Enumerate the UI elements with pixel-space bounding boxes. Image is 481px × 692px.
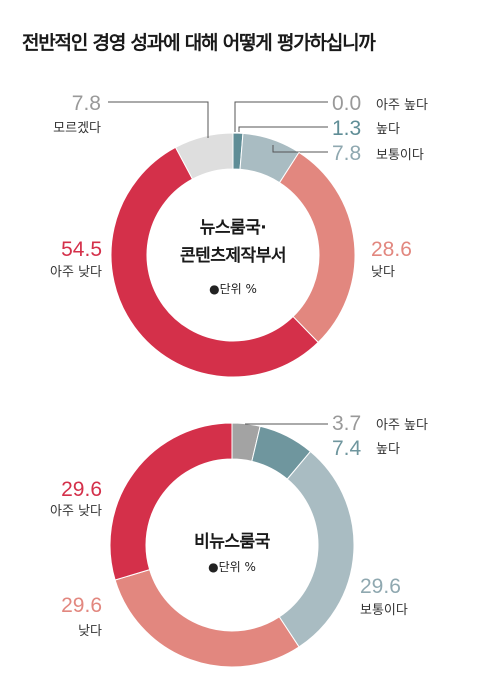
slice-value-label: 7.8	[72, 92, 101, 115]
donut-center-title: 비뉴스룸국	[194, 532, 271, 552]
donut-slice-6	[174, 132, 234, 180]
chart-title: 전반적인 경영 성과에 대해 어떻게 평가하십니까	[22, 32, 376, 54]
slice-value-label: 54.5	[61, 238, 102, 261]
slice-category-label: 아주 높다	[376, 98, 428, 113]
slice-value-label: 7.8	[332, 142, 361, 165]
slice-category-label: 낮다	[78, 624, 102, 639]
leader-line-1	[234, 101, 328, 132]
slice-category-label: 아주 낮다	[50, 504, 102, 519]
slice-value-label: 29.6	[61, 594, 102, 617]
slice-category-label: 낮다	[371, 265, 395, 280]
slice-value-label: 28.6	[371, 238, 412, 261]
donut-center-title: 뉴스룸국·	[200, 218, 267, 238]
donut-slice-4	[114, 569, 300, 668]
leader-line-6	[108, 101, 209, 138]
slice-category-label: 보통이다	[360, 603, 408, 618]
donut-slice-3	[278, 450, 355, 648]
slice-category-label: 보통이다	[376, 148, 424, 163]
slice-value-label: 7.4	[332, 437, 362, 460]
slice-category-label: 모르겠다	[53, 121, 101, 136]
unit-label: ●단위 %	[209, 282, 257, 296]
slice-value-label: 29.6	[61, 478, 102, 501]
leader-line-2	[238, 126, 328, 132]
slice-value-label: 3.7	[332, 412, 361, 435]
donut-slice-4	[278, 151, 356, 344]
slice-value-label: 0.0	[332, 92, 361, 115]
unit-label: ●단위 %	[208, 560, 256, 574]
donut-slice-5	[109, 422, 233, 581]
slice-value-label: 29.6	[360, 575, 401, 598]
leader-line-3	[272, 145, 328, 153]
slice-category-label: 높다	[376, 122, 400, 137]
slice-value-label: 1.3	[332, 117, 361, 140]
slice-category-label: 높다	[376, 442, 400, 457]
donut-chart-2: 3.7 아주 높다 7.4 높다 29.6 보통이다 29.6 낮다 29.6 아주 낮다비뉴스룸…	[50, 412, 428, 668]
donut-slice-5	[110, 146, 319, 378]
slice-category-label: 아주 높다	[376, 418, 428, 433]
slice-category-label: 아주 낮다	[50, 265, 102, 280]
donut-center-title: 콘텐츠제작부서	[180, 246, 286, 266]
donut-chart-1: 0.0 아주 높다 1.3 높다 7.8 보통이다 28.6 낮다 54.5 아주 낮다 7.8 모르…	[50, 92, 428, 378]
